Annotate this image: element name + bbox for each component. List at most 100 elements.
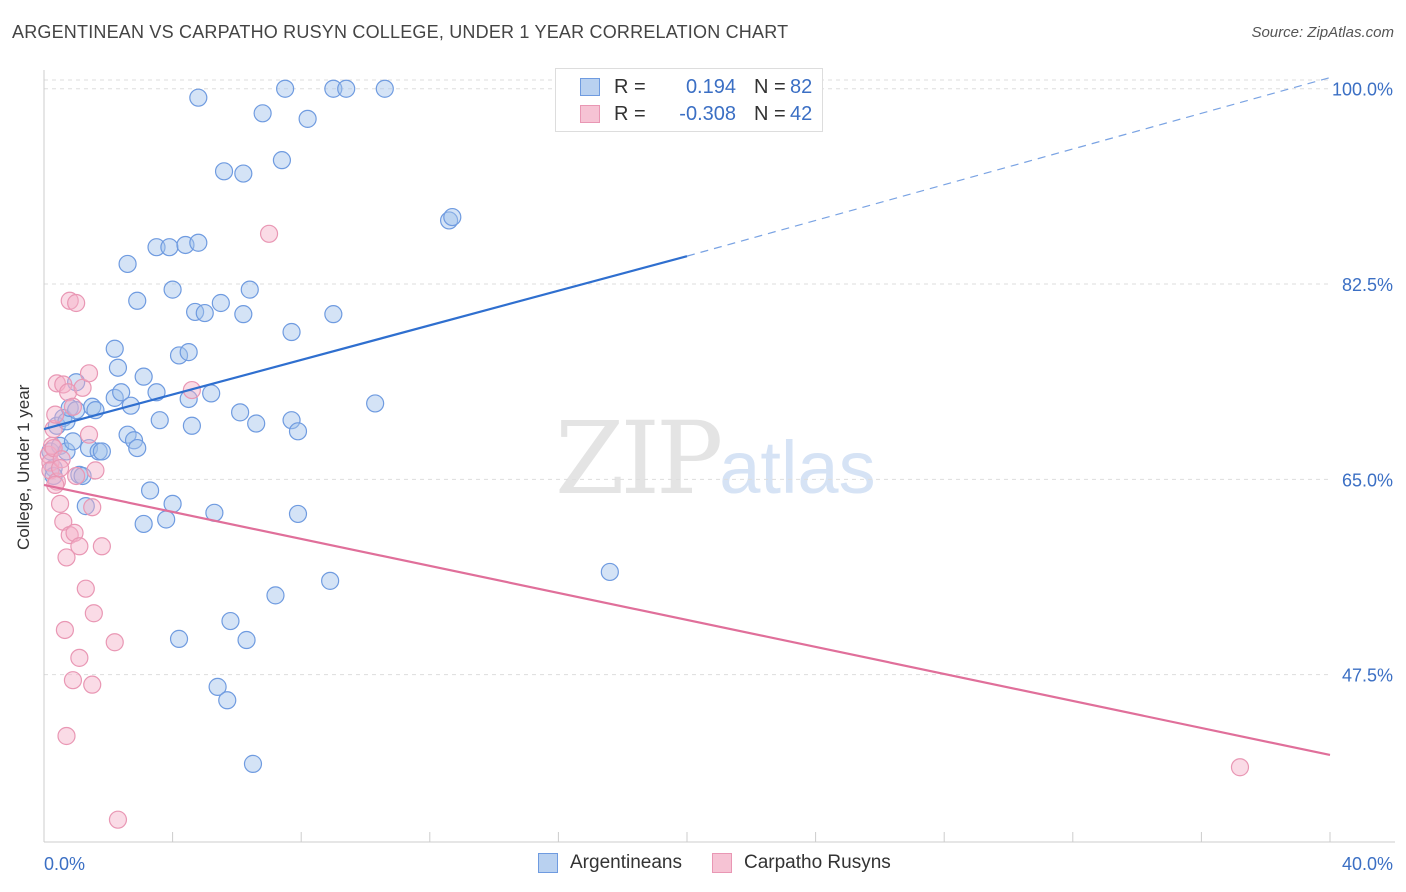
x-tick-label: 0.0% bbox=[44, 854, 85, 874]
point-argentineans bbox=[189, 88, 208, 107]
point-argentineans bbox=[128, 291, 147, 310]
point-argentineans bbox=[366, 394, 385, 413]
point-argentineans bbox=[282, 322, 301, 342]
legend-swatch-pink bbox=[580, 105, 600, 123]
point-argentineans bbox=[211, 293, 230, 313]
point-argentineans bbox=[337, 79, 356, 98]
point-argentineans bbox=[105, 339, 124, 358]
point-carpatho-rusyns bbox=[70, 537, 89, 556]
point-carpatho-rusyns bbox=[57, 726, 76, 746]
legend-r-value: 0.194 bbox=[685, 75, 736, 98]
point-argentineans bbox=[63, 432, 83, 451]
point-argentineans bbox=[218, 691, 237, 710]
point-carpatho-rusyns bbox=[63, 671, 83, 690]
trendline-carpatho-rusyns bbox=[43, 483, 1331, 757]
legend-swatch-blue bbox=[580, 78, 600, 96]
point-argentineans bbox=[243, 754, 263, 773]
point-argentineans bbox=[140, 481, 160, 500]
point-carpatho-rusyns bbox=[259, 224, 279, 243]
point-argentineans bbox=[182, 416, 201, 435]
point-argentineans bbox=[298, 109, 317, 128]
point-argentineans bbox=[169, 346, 189, 365]
point-argentineans bbox=[202, 384, 221, 403]
point-argentineans bbox=[443, 207, 462, 227]
trendline-argentineans bbox=[43, 255, 688, 431]
point-argentineans bbox=[288, 422, 308, 441]
point-carpatho-rusyns bbox=[63, 397, 83, 416]
point-carpatho-rusyns bbox=[67, 466, 86, 486]
correlation-legend: R = 0.194 N = 82 R = -0.308 N = 42 bbox=[555, 68, 823, 132]
legend-label-carpatho-rusyns: Carpatho Rusyns bbox=[743, 852, 891, 873]
legend-n-value: 42 bbox=[790, 102, 813, 125]
point-argentineans bbox=[324, 79, 343, 98]
point-argentineans bbox=[231, 403, 250, 422]
legend-n-label: N = bbox=[754, 75, 786, 98]
point-carpatho-rusyns bbox=[105, 633, 124, 652]
watermark: ZIPatlas bbox=[555, 400, 876, 517]
chart-title: ARGENTINEAN VS CARPATHO RUSYN COLLEGE, U… bbox=[12, 22, 789, 42]
point-carpatho-rusyns bbox=[57, 548, 76, 567]
x-tick-label: 40.0% bbox=[1342, 854, 1393, 874]
y-tick-label: 65.0% bbox=[1342, 470, 1393, 490]
legend-row-argentineans: R = 0.194 N = 82 bbox=[580, 74, 812, 100]
point-carpatho-rusyns bbox=[83, 498, 102, 517]
legend-r-value: -0.308 bbox=[679, 102, 736, 125]
point-argentineans bbox=[282, 411, 301, 430]
legend-r-label: R = bbox=[614, 75, 646, 98]
point-argentineans bbox=[221, 611, 240, 631]
point-argentineans bbox=[179, 343, 198, 362]
legend-swatch-pink bbox=[711, 853, 732, 873]
y-tick-label: 100.0% bbox=[1332, 80, 1393, 100]
point-argentineans bbox=[375, 79, 394, 98]
legend-row-carpatho-rusyns: R = -0.308 N = 42 bbox=[580, 101, 812, 127]
point-argentineans bbox=[108, 358, 128, 377]
point-argentineans bbox=[189, 233, 208, 252]
point-argentineans bbox=[266, 586, 285, 605]
point-argentineans bbox=[272, 151, 292, 170]
legend-swatch-blue bbox=[538, 853, 558, 873]
y-tick-label: 82.5% bbox=[1342, 275, 1393, 295]
point-carpatho-rusyns bbox=[79, 364, 99, 383]
point-argentineans bbox=[288, 504, 308, 524]
point-argentineans bbox=[92, 442, 111, 461]
point-argentineans bbox=[240, 280, 259, 299]
point-carpatho-rusyns bbox=[67, 293, 86, 313]
legend-n-label: N = bbox=[754, 102, 786, 125]
y-axis-label: College, Under 1 year bbox=[14, 384, 33, 550]
point-argentineans bbox=[134, 514, 153, 534]
point-carpatho-rusyns bbox=[59, 383, 78, 402]
point-argentineans bbox=[276, 79, 295, 98]
point-argentineans bbox=[163, 280, 182, 299]
legend-label-argentineans: Argentineans bbox=[570, 852, 682, 873]
point-carpatho-rusyns bbox=[65, 523, 84, 542]
legend-item-carpatho-rusyns: Carpatho Rusyns bbox=[711, 852, 891, 874]
point-argentineans bbox=[208, 677, 227, 696]
point-argentineans bbox=[160, 238, 179, 257]
point-argentineans bbox=[439, 211, 459, 230]
point-carpatho-rusyns bbox=[50, 494, 70, 513]
point-argentineans bbox=[147, 383, 166, 402]
watermark-zip: ZIP bbox=[555, 400, 723, 517]
point-carpatho-rusyns bbox=[92, 537, 111, 556]
point-carpatho-rusyns bbox=[76, 579, 95, 598]
point-argentineans bbox=[247, 414, 266, 433]
point-argentineans bbox=[186, 302, 205, 322]
point-argentineans bbox=[169, 629, 189, 648]
point-argentineans bbox=[214, 162, 234, 181]
y-tick-label: 47.5% bbox=[1342, 666, 1393, 686]
point-argentineans bbox=[324, 305, 343, 324]
point-carpatho-rusyns bbox=[86, 461, 105, 480]
point-argentineans bbox=[134, 367, 153, 386]
legend-n-value: 82 bbox=[790, 75, 813, 98]
point-argentineans bbox=[234, 305, 253, 324]
point-carpatho-rusyns bbox=[1230, 758, 1250, 777]
series-legend: Argentineans Carpatho Rusyns bbox=[538, 852, 921, 874]
watermark-atlas: atlas bbox=[719, 426, 876, 509]
point-argentineans bbox=[195, 303, 214, 323]
point-carpatho-rusyns bbox=[108, 810, 128, 829]
point-carpatho-rusyns bbox=[70, 648, 89, 667]
point-argentineans bbox=[237, 630, 256, 650]
point-argentineans bbox=[253, 104, 272, 123]
source-label: Source: ZipAtlas.com bbox=[1251, 24, 1394, 41]
